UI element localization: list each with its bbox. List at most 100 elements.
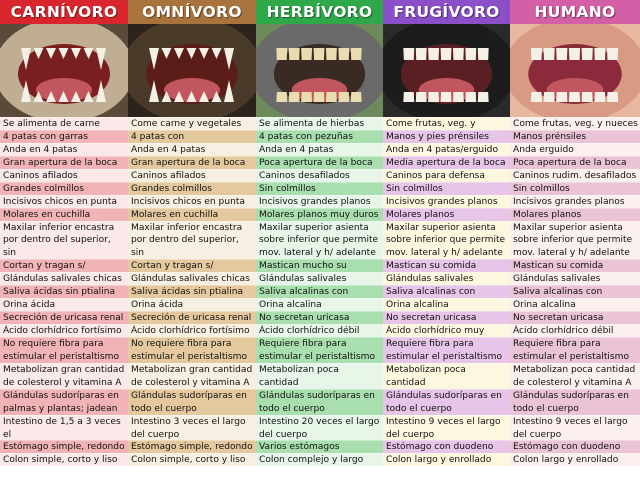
table-cell: Anda en 4 patas <box>0 142 128 156</box>
table-cell: Maxilar inferior encastra por dentro del… <box>0 220 128 260</box>
table-cell: Caninos rudim. desafilados <box>510 168 640 182</box>
table-cell: Glándulas sudoríparas en todo el cuerpo <box>256 388 383 415</box>
table-cell: Glándulas salivales grandes <box>256 272 383 286</box>
table-cell: 4 patas con garras/pezuñas <box>128 129 256 143</box>
table-cell: Varios estómagos <box>256 440 383 454</box>
column-header-humano: HUMANO <box>510 0 640 24</box>
table-cell: Anda en 4 patas <box>128 142 256 156</box>
table-cell: Glándulas sudoríparas en todo el cuerpo <box>383 388 510 415</box>
table-cell: Requiere fibra para estimular el perista… <box>256 336 383 363</box>
table-cell: Ácido clorhídrico fortísimo <box>128 323 256 337</box>
table-cell: Gran apertura de la boca <box>0 155 128 169</box>
table-cell: Mastican su comida <box>383 259 510 273</box>
table-cell: Ácido clorhídrico débil <box>510 323 640 337</box>
column-header-herbivoro: HERBÍVORO <box>256 0 383 24</box>
table-cell: Glándulas salivales chicas <box>0 272 128 286</box>
table-cell: Glándulas sudoríparas en todo el cuerpo <box>128 388 256 415</box>
table-cell: Anda en 4 patas/erguido <box>383 142 510 156</box>
human-teeth-icon <box>510 24 640 117</box>
table-cell: Colon largo y enrollado <box>510 453 640 467</box>
table-cell: Metabolizan poca cantidad de colesterol … <box>256 362 383 389</box>
table-cell: Molares planos muy duros <box>256 207 383 221</box>
table-cell: Saliva ácidas sin ptialina <box>128 285 256 299</box>
table-cell: Orina alcalina <box>383 298 510 312</box>
table-cell: Caninos para defensa <box>383 168 510 182</box>
table-cell: Cortan y tragan s/ masticar <box>128 259 256 273</box>
table-cell: Caninos afilados <box>128 168 256 182</box>
table-cell: Glándulas salivales chicas <box>128 272 256 286</box>
table-cell: Sin colmillos <box>510 181 640 195</box>
table-cell: Poca apertura de la boca <box>256 155 383 169</box>
table-cell: No requiere fibra para estimular el peri… <box>0 336 128 363</box>
table-cell: Se alimenta de hierbas <box>256 117 383 130</box>
table-cell: Saliva alcalinas con ptialina <box>510 285 640 299</box>
table-cell: Molares en cuchilla <box>0 207 128 221</box>
table-cell: Maxilar superior asienta sobre inferior … <box>383 220 510 260</box>
table-cell: Orina alcalina <box>256 298 383 312</box>
table-cell: Maxilar superior asienta sobre inferior … <box>510 220 640 260</box>
table-cell: Come frutas, veg. y nueces <box>383 117 510 130</box>
table-cell: Intestino 20 veces el largo del cuerpo <box>256 414 383 441</box>
primate-teeth-icon <box>383 24 510 117</box>
table-cell: Maxilar superior asienta sobre inferior … <box>256 220 383 260</box>
table-cell: Orina ácida <box>128 298 256 312</box>
table-cell: Intestino 9 veces el largo del cuerpo <box>510 414 640 441</box>
table-cell: Mastican su comida <box>510 259 640 273</box>
table-cell: Glándulas sudoríparas en palmas y planta… <box>0 388 128 415</box>
table-cell: Ácido clorhídrico muy débil <box>383 323 510 337</box>
table-cell: Metabolizan gran cantidad de colesterol … <box>128 362 256 389</box>
table-cell: Come frutas, veg. y nueces <box>510 117 640 130</box>
table-cell: Cortan y tragan s/ masticar <box>0 259 128 273</box>
column-header-omnivoro: OMNÍVORO <box>128 0 256 24</box>
table-cell: Orina alcalina <box>510 298 640 312</box>
table-cell: Requiere fibra para estimular el perista… <box>383 336 510 363</box>
horse-teeth-icon <box>256 24 383 117</box>
table-cell: Metabolizan poca cantidad de colesterol … <box>383 362 510 389</box>
table-cell: Incisivos chicos en punta <box>128 194 256 208</box>
table-cell: Incisivos grandes planos <box>383 194 510 208</box>
table-cell: Colon complejo y largo <box>256 453 383 467</box>
bear-teeth-icon <box>128 24 256 117</box>
table-cell: No requiere fibra para estimular el peri… <box>128 336 256 363</box>
table-cell: Incisivos chicos en punta <box>0 194 128 208</box>
table-cell: Grandes colmillos <box>128 181 256 195</box>
table-cell: Come carne y vegetales <box>128 117 256 130</box>
table-cell: Se alimenta de carne <box>0 117 128 130</box>
table-cell: Glándulas sudoríparas en todo el cuerpo <box>510 388 640 415</box>
table-cell: Requiere fibra para estimular el perista… <box>510 336 640 363</box>
table-cell: Saliva ácidas sin ptialina <box>0 285 128 299</box>
table-cell: Glándulas salivales grandes <box>510 272 640 286</box>
table-cell: Grandes colmillos <box>0 181 128 195</box>
table-cell: Manos prénsiles <box>510 129 640 143</box>
table-cell: Estómago simple, redondo <box>0 440 128 454</box>
column-header-carnivoro: CARNÍVORO <box>0 0 128 24</box>
table-cell: Saliva alcalinas con ptialina <box>256 285 383 299</box>
table-cell: Molares en cuchilla <box>128 207 256 221</box>
table-cell: Sin colmillos <box>256 181 383 195</box>
table-cell: Colon simple, corto y liso <box>0 453 128 467</box>
table-cell: Caninos desafilados <box>256 168 383 182</box>
table-cell: Secreción de uricasa renal <box>128 311 256 324</box>
table-cell: Colon simple, corto y liso <box>128 453 256 467</box>
table-cell: Secreción de uricasa renal <box>0 311 128 324</box>
table-cell: Estómago con duodeno <box>510 440 640 454</box>
table-cell: No secretan uricasa <box>383 311 510 324</box>
table-cell: Estómago simple, redondo <box>128 440 256 454</box>
table-cell: Estómago con duodeno <box>383 440 510 454</box>
table-cell: Molares planos <box>510 207 640 221</box>
column-header-frugivoro: FRUGÍVORO <box>383 0 510 24</box>
table-cell: Sin colmillos <box>383 181 510 195</box>
table-cell: 4 patas con pezuñas <box>256 129 383 143</box>
table-cell: Saliva alcalinas con ptialina <box>383 285 510 299</box>
table-cell: Manos y pies prénsiles <box>383 129 510 143</box>
table-cell: Ácido clorhídrico fortísimo <box>0 323 128 337</box>
table-cell: Anda en 4 patas <box>256 142 383 156</box>
table-cell: Incisivos grandes planos <box>256 194 383 208</box>
table-cell: Anda erguido <box>510 142 640 156</box>
table-cell: Colon largo y enrollado <box>383 453 510 467</box>
table-cell: No secretan uricasa <box>256 311 383 324</box>
table-cell: Ácido clorhídrico débil <box>256 323 383 337</box>
table-cell: No secretan uricasa <box>510 311 640 324</box>
table-cell: Poca apertura de la boca <box>510 155 640 169</box>
